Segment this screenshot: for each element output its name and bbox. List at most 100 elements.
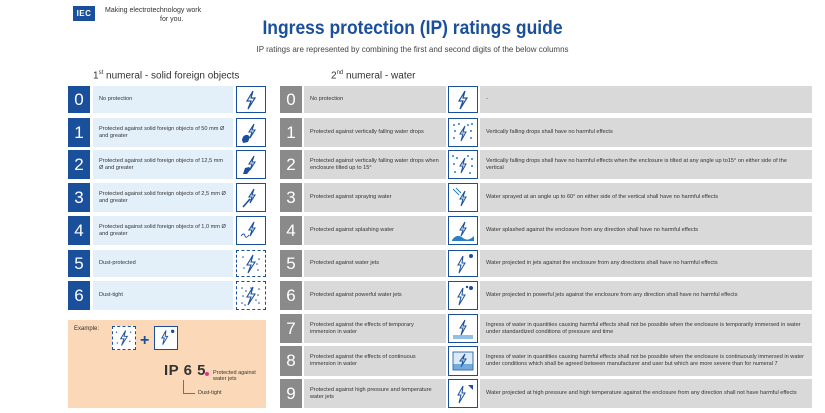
water-digit: 2 <box>280 150 302 179</box>
solid-row-0: 0 No protection <box>68 86 266 113</box>
tool-icon <box>236 183 266 212</box>
water-description: Protected against vertically falling wat… <box>304 150 446 179</box>
immersion-icon <box>448 314 478 343</box>
tagline-line2: for you. <box>160 16 184 23</box>
solid-row-6: 6 Dust-tight <box>68 281 266 310</box>
water-heading-sup: nd <box>336 70 344 76</box>
water-row-8: 8 Protected against the effects of conti… <box>280 346 812 376</box>
page-subtitle: IP ratings are represented by combining … <box>256 45 569 54</box>
solid-description: Protected against solid foreign objects … <box>93 183 233 212</box>
finger-icon <box>236 150 266 179</box>
solid-digit: 3 <box>68 183 90 212</box>
water-row-1: 1 Protected against vertically falling w… <box>280 118 812 147</box>
water-digit: 1 <box>280 118 302 147</box>
solid-heading-text: numeral - solid foreign objects <box>103 70 240 82</box>
water-row-6: 6 Protected against powerful water jets … <box>280 281 812 310</box>
water-description: Protected against spraying water <box>304 183 446 212</box>
water-detail: - <box>480 86 812 113</box>
splash-icon <box>448 216 478 245</box>
water-digit: 5 <box>280 250 302 277</box>
water-description: Protected against vertically falling wat… <box>304 118 446 147</box>
ip-digit-1: 6 <box>183 362 193 379</box>
water-row-5: 5 Protected against water jets Water pro… <box>280 250 812 277</box>
solid-heading-num: 1 <box>93 70 99 82</box>
solid-row-4: 4 Protected against solid foreign object… <box>68 216 266 245</box>
ip-prefix: IP <box>164 362 184 379</box>
water-description: Protected against splashing water <box>304 216 446 245</box>
solid-row-3: 3 Protected against solid foreign object… <box>68 183 266 212</box>
water-row-0: 0 No protection - <box>280 86 812 113</box>
water-digit: 9 <box>280 379 302 408</box>
water-digit: 8 <box>280 346 302 376</box>
water-row-9: 9 Protected against high pressure and te… <box>280 379 812 408</box>
dust-tight-icon <box>112 326 136 350</box>
solid-description: Dust-protected <box>93 250 233 277</box>
water-description: No protection <box>304 86 446 113</box>
water-digit: 4 <box>280 216 302 245</box>
solid-digit: 6 <box>68 281 90 310</box>
water-heading-num: 2 <box>331 70 337 82</box>
high-pressure-icon <box>448 379 478 408</box>
water-detail: Water sprayed at an angle up to 60° on e… <box>480 183 812 212</box>
page-title: Ingress protection (IP) ratings guide <box>262 18 563 39</box>
hand-icon <box>236 118 266 147</box>
drops-icon <box>448 118 478 147</box>
water-row-3: 3 Protected against spraying water Water… <box>280 183 812 212</box>
example-panel: Example: + IP 6 5 Protected against wate… <box>68 320 266 408</box>
example-note-solid: Dust-tight <box>198 390 222 396</box>
ip-digit-2: 5 <box>197 362 206 379</box>
water-digit: 0 <box>280 86 302 113</box>
solid-heading-sup: st <box>98 70 104 76</box>
wire-icon <box>236 216 266 245</box>
water-heading-text: numeral - water <box>343 70 416 82</box>
tagline-line1: Making electrotechnology work <box>105 7 202 14</box>
plus-sign: + <box>140 332 150 349</box>
example-ip-code: IP 6 5 <box>164 362 206 379</box>
solid-digit: 4 <box>68 216 90 245</box>
water-description: Protected against the effects of continu… <box>304 346 446 376</box>
jet-icon <box>154 326 178 350</box>
iec-logo[interactable]: IEC <box>73 6 95 21</box>
solid-row-5: 5 Dust-protected <box>68 250 266 277</box>
powerful-jet-icon <box>448 281 478 310</box>
solid-row-2: 2 Protected against solid foreign object… <box>68 150 266 179</box>
solid-description: Protected against solid foreign objects … <box>93 150 233 179</box>
solid-description: Protected against solid foreign objects … <box>93 216 233 245</box>
water-description: Protected against powerful water jets <box>304 281 446 310</box>
water-description: Protected against water jets <box>304 250 446 277</box>
solid-row-1: 1 Protected against solid foreign object… <box>68 118 266 147</box>
solid-description: Protected against solid foreign objects … <box>93 118 233 147</box>
pointer-line <box>183 380 184 393</box>
solid-digit: 1 <box>68 118 90 147</box>
water-detail: Water projected at high pressure and hig… <box>480 379 812 408</box>
water-detail: Vertically falling drops shall have no h… <box>480 150 812 179</box>
solid-column-heading: 1st numeral - solid foreign objects <box>93 70 239 81</box>
solid-digit: 0 <box>68 86 90 113</box>
pointer-dot <box>205 372 209 376</box>
water-detail: Ingress of water in quantities causing h… <box>480 346 812 376</box>
water-column-heading: 2nd numeral - water <box>331 70 416 81</box>
solid-description: No protection <box>93 86 233 113</box>
solid-digit: 5 <box>68 250 90 277</box>
lightning-icon <box>448 86 478 113</box>
spray-icon <box>448 183 478 212</box>
water-detail: Water splashed against the enclosure fro… <box>480 216 812 245</box>
solid-digit: 2 <box>68 150 90 179</box>
water-detail: Water projected in powerful jets against… <box>480 281 812 310</box>
pointer-line <box>183 393 195 394</box>
continuous-immersion-icon <box>448 346 478 376</box>
water-description: Protected against high pressure and temp… <box>304 379 446 408</box>
water-detail: Water projected in jets against the encl… <box>480 250 812 277</box>
example-label: Example: <box>74 326 100 332</box>
water-digit: 7 <box>280 314 302 343</box>
water-digit: 3 <box>280 183 302 212</box>
water-description: Protected against the effects of tempora… <box>304 314 446 343</box>
water-row-7: 7 Protected against the effects of tempo… <box>280 314 812 343</box>
solid-description: Dust-tight <box>93 281 233 310</box>
water-row-2: 2 Protected against vertically falling w… <box>280 150 812 179</box>
tilted-drops-icon <box>448 150 478 179</box>
dust-icon <box>236 250 266 277</box>
water-row-4: 4 Protected against splashing water Wate… <box>280 216 812 245</box>
lightning-icon <box>236 86 266 113</box>
tagline: Making electrotechnology work for you. <box>105 6 201 24</box>
